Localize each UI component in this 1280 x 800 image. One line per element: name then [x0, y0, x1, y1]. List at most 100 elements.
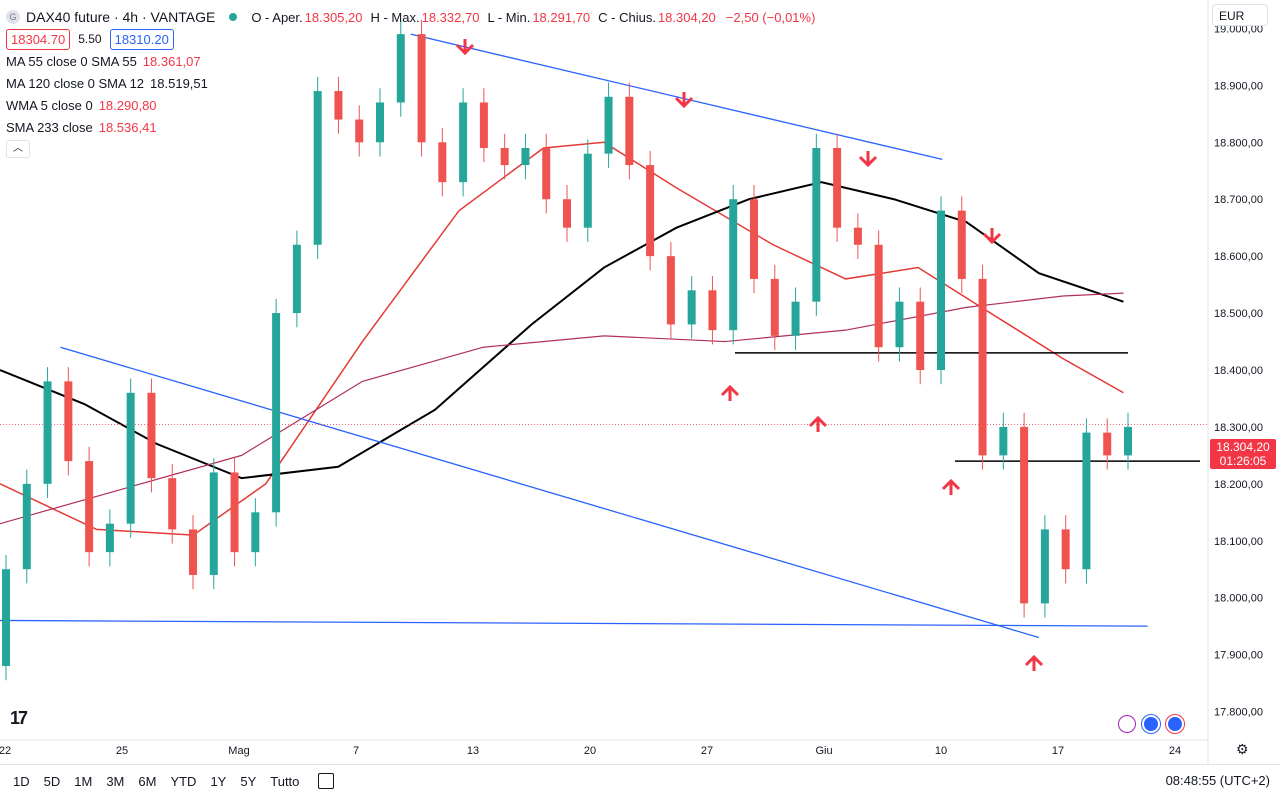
candle: [334, 91, 343, 120]
candle: [646, 165, 655, 257]
candle: [355, 119, 364, 143]
ohlc-low-label: L - Min.: [487, 9, 531, 25]
sell-price-button[interactable]: 18304.70: [6, 28, 71, 50]
indicator-row[interactable]: MA 120 close 0 SMA 12 18.519,51: [6, 72, 823, 94]
candle: [189, 529, 197, 575]
candle: [22, 483, 31, 570]
candle: [2, 569, 10, 666]
trendline: [0, 619, 1148, 627]
y-tick-label: 17.800,00: [1214, 707, 1263, 719]
y-tick-label: 18.200,00: [1214, 479, 1263, 491]
timezone-clock[interactable]: 08:48:55 (UTC+2): [1165, 773, 1270, 788]
ohlc-change-value: −2,50 (−0,01%): [725, 9, 816, 25]
candle: [957, 210, 966, 279]
last-price-tag: 18.304,20 01:26:05: [1210, 439, 1276, 469]
y-tick-label: 18.700,00: [1214, 194, 1263, 206]
bottom-toolbar: 1D 5D 1M 3M 6M YTD 1Y 5Y Tutto 08:48:55 …: [0, 764, 1280, 797]
range-button[interactable]: 1Y: [210, 773, 227, 789]
indicator-row[interactable]: SMA 233 close 18.536,41: [6, 116, 823, 138]
range-button[interactable]: 1M: [74, 773, 93, 789]
x-tick-label: Giu: [815, 745, 832, 757]
chevron-up-icon[interactable]: ︿: [6, 140, 30, 158]
arrow-shape: [982, 228, 1002, 245]
last-price-value: 18.304,20: [1216, 440, 1270, 454]
candle: [1124, 426, 1132, 456]
y-tick-label: 18.400,00: [1214, 365, 1263, 377]
calendar-icon[interactable]: [318, 773, 335, 789]
indicator-row[interactable]: WMA 5 close 0 18.290,80: [6, 94, 823, 116]
candle: [251, 512, 260, 553]
spread-value: 5.50: [78, 32, 102, 46]
chart-widgets: [1118, 715, 1184, 733]
range-button[interactable]: 6M: [138, 773, 157, 789]
ohlc-open-label: O - Aper.: [251, 9, 303, 25]
y-tick-label: 18.300,00: [1214, 422, 1263, 434]
x-tick-label: 13: [467, 745, 479, 757]
down-arrow-icon: [455, 39, 475, 56]
x-tick-label: 17: [1052, 745, 1064, 757]
candle: [729, 199, 738, 331]
tradingview-logo-icon[interactable]: 17: [10, 708, 28, 728]
y-tick-label: 18.900,00: [1214, 80, 1263, 92]
candle: [500, 148, 509, 166]
y-tick-label: 17.900,00: [1214, 650, 1263, 662]
candle: [625, 96, 634, 166]
bar-countdown: 01:26:05: [1219, 454, 1267, 468]
arrow-shape: [1024, 654, 1044, 671]
candle: [833, 148, 842, 228]
indicator-row[interactable]: MA 55 close 0 SMA 55 18.361,07: [6, 50, 823, 72]
arrow-shape: [858, 151, 878, 168]
range-button[interactable]: Tutto: [270, 773, 300, 789]
globe-icon[interactable]: [1142, 715, 1160, 733]
indicator-name: MA 120 close 0 SMA 12: [6, 75, 145, 91]
candle: [916, 301, 925, 370]
candle: [770, 278, 779, 336]
up-arrow-icon: [941, 478, 961, 495]
lightning-icon[interactable]: [1118, 715, 1136, 733]
candle: [750, 199, 758, 279]
header-row: G DAX40 future · 4h · VANTAGE O - Aper. …: [6, 6, 823, 28]
candle: [147, 392, 156, 479]
candle: [64, 381, 73, 462]
x-tick-label: 7: [353, 745, 359, 757]
bid-ask-row: 18304.70 5.50 18310.20: [6, 28, 823, 50]
candle: [438, 142, 447, 183]
indicator-value: 18.536,41: [98, 119, 157, 135]
currency-select[interactable]: EUR: [1212, 4, 1268, 26]
range-button[interactable]: 5Y: [240, 773, 257, 789]
candle: [1082, 432, 1091, 570]
flag-icon[interactable]: [1166, 715, 1184, 733]
y-tick-label: 18.100,00: [1214, 536, 1263, 548]
candle: [812, 148, 821, 302]
candle: [1103, 432, 1112, 456]
trendline: [410, 33, 943, 161]
down-arrow-icon: [674, 92, 694, 109]
chart-title[interactable]: DAX40 future · 4h · VANTAGE: [26, 9, 216, 25]
indicator-name: SMA 233 close: [6, 119, 93, 135]
buy-price-button[interactable]: 18310.20: [109, 28, 174, 50]
candle: [209, 472, 218, 575]
candle: [937, 210, 945, 370]
y-tick-label: 19.000,00: [1214, 23, 1263, 35]
candle: [978, 278, 987, 456]
arrow-shape: [674, 92, 694, 109]
range-button[interactable]: 3M: [106, 773, 125, 789]
x-tick-label: Mag: [228, 745, 249, 757]
candle: [583, 153, 592, 228]
arrow-shape: [808, 415, 828, 432]
range-button[interactable]: 1D: [13, 773, 30, 789]
candle: [687, 290, 696, 325]
gear-icon[interactable]: ⚙: [1236, 741, 1249, 757]
candle: [396, 34, 405, 103]
up-arrow-icon: [1024, 654, 1044, 671]
candle: [459, 102, 468, 183]
candle: [895, 301, 904, 348]
indicator-value: 18.290,80: [98, 97, 157, 113]
ohlc-high-value: 18.332,70: [421, 9, 480, 25]
x-tick-label: 24: [1169, 745, 1181, 757]
candle: [999, 426, 1008, 456]
range-button[interactable]: 5D: [43, 773, 61, 789]
range-button[interactable]: YTD: [170, 773, 197, 789]
ohlc-high-label: H - Max.: [370, 9, 420, 25]
